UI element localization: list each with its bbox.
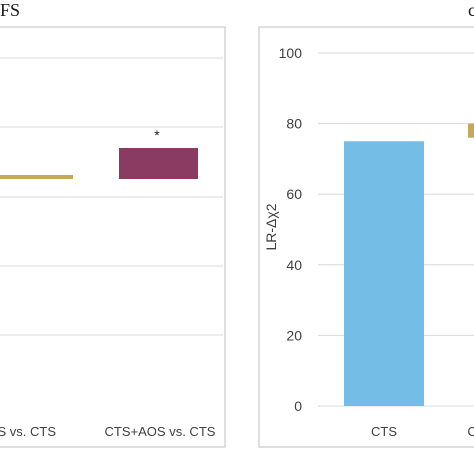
panel-left-gridlines <box>0 57 223 336</box>
y-tick-label-80: 80 <box>286 116 302 132</box>
panel-right-label: c <box>468 0 474 20</box>
y-tick-label-100: 100 <box>279 45 303 61</box>
category-label-aos: CTS+AOS vs. CTS <box>105 424 216 439</box>
y-tick-label-40: 40 <box>286 257 302 273</box>
panel-left-frame <box>0 26 226 448</box>
panel-left-label: FS <box>0 0 20 20</box>
y-tick-label-60: 60 <box>286 186 302 202</box>
panel-right-frame <box>258 26 474 448</box>
bar-cts <box>344 141 424 406</box>
y-axis-label: LR-Δχ2 <box>263 203 279 250</box>
panel-right-tick-labels: 0 20 40 60 80 100 <box>279 45 303 414</box>
left-mark-rrs-line <box>0 175 73 179</box>
partial-mark-ct <box>468 123 474 138</box>
significance-annotation: * <box>154 127 160 143</box>
panel-left-marks <box>0 148 198 179</box>
x-category-label-1: CT <box>467 424 474 439</box>
y-tick-label-20: 20 <box>286 327 302 343</box>
panel-right-category-labels: CTS CT <box>371 424 474 439</box>
x-category-label-0: CTS <box>371 424 397 439</box>
panel-right-bars <box>344 123 474 406</box>
y-tick-label-0: 0 <box>294 398 302 414</box>
category-label-rrs: CTS+RRS vs. CTS <box>0 424 56 439</box>
left-mark-aos-range <box>119 148 198 179</box>
